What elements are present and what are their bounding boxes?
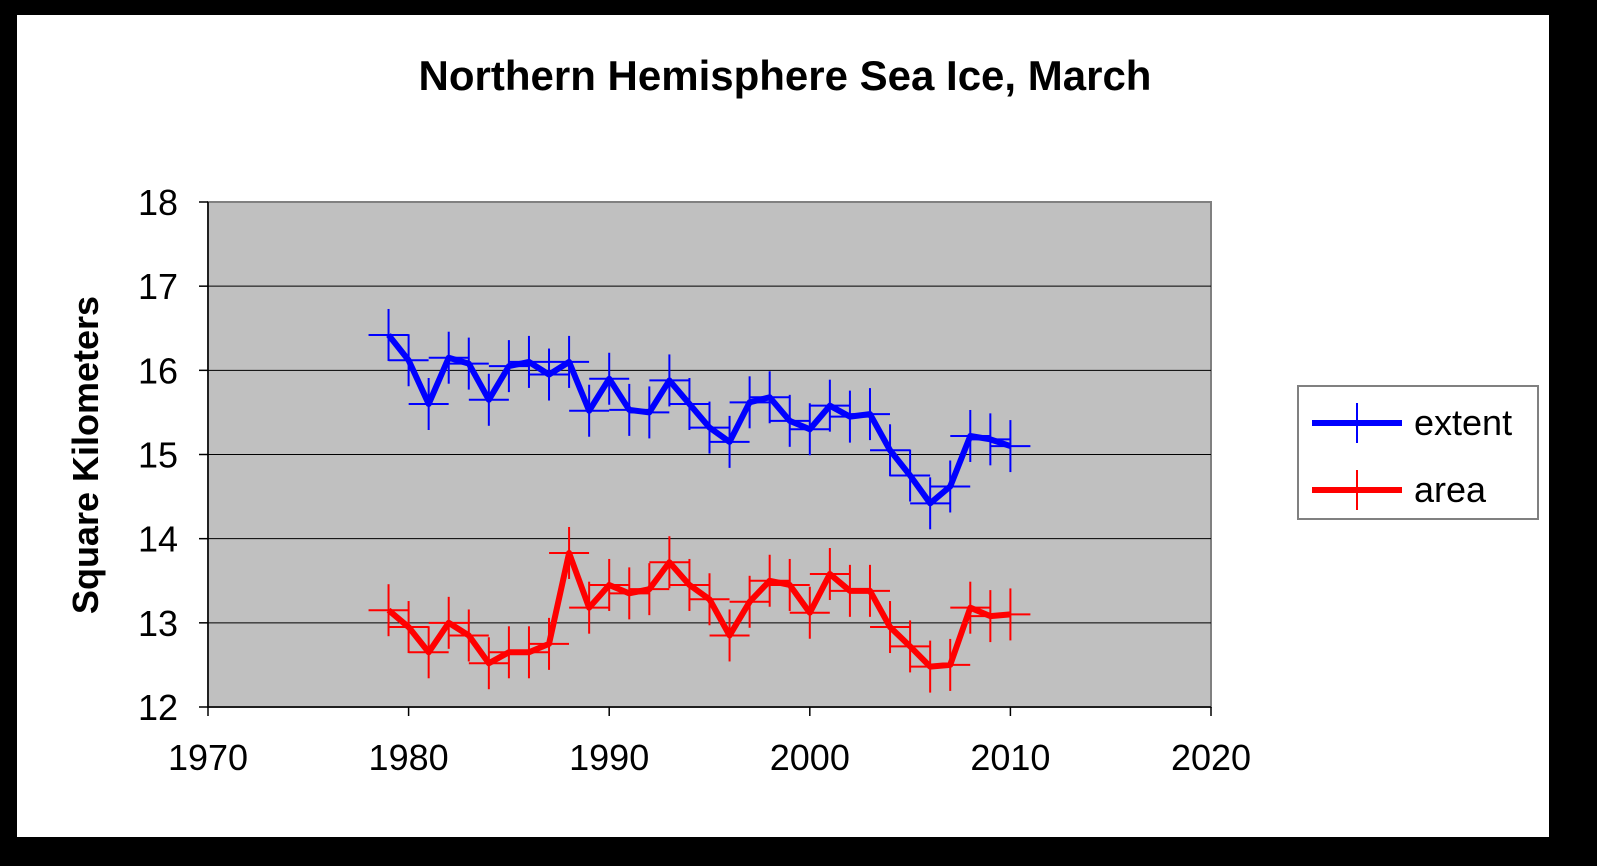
data-point-area bbox=[910, 640, 951, 693]
series-layer bbox=[368, 308, 1031, 693]
data-point-extent bbox=[990, 420, 1031, 473]
data-point-extent bbox=[950, 409, 991, 462]
data-point-area bbox=[408, 626, 449, 679]
y-tick-label: 17 bbox=[138, 266, 178, 307]
data-point-area bbox=[388, 601, 429, 654]
legend-label: area bbox=[1414, 469, 1487, 510]
data-point-extent bbox=[829, 390, 870, 443]
data-point-area bbox=[930, 638, 971, 691]
data-point-extent bbox=[388, 334, 429, 387]
data-point-extent bbox=[448, 337, 489, 390]
data-point-area bbox=[809, 548, 850, 601]
data-point-extent bbox=[689, 401, 730, 454]
y-tick-label: 12 bbox=[138, 687, 178, 728]
data-point-extent bbox=[589, 352, 630, 405]
data-point-area bbox=[849, 564, 890, 617]
data-point-area bbox=[709, 609, 750, 662]
legend-item-extent: extent bbox=[1312, 402, 1512, 443]
legend-box bbox=[1297, 385, 1539, 520]
data-point-extent bbox=[549, 335, 590, 388]
data-point-extent bbox=[529, 348, 570, 401]
y-tick-label: 14 bbox=[138, 519, 178, 560]
data-point-area bbox=[569, 581, 610, 634]
chart-svg: Northern Hemisphere Sea Ice, March 12131… bbox=[65, 52, 1539, 778]
legend: extent area bbox=[1297, 385, 1539, 520]
data-point-extent bbox=[609, 383, 650, 436]
data-point-area bbox=[970, 590, 1011, 643]
data-point-extent bbox=[870, 424, 911, 477]
data-point-extent bbox=[709, 415, 750, 468]
y-tick-label: 18 bbox=[138, 182, 178, 223]
data-point-area bbox=[950, 581, 991, 634]
data-point-extent bbox=[970, 413, 1011, 466]
data-point-area bbox=[689, 573, 730, 626]
data-point-area bbox=[890, 620, 931, 673]
data-point-extent bbox=[729, 376, 770, 429]
data-point-area bbox=[448, 609, 489, 662]
x-tick-label: 1970 bbox=[168, 737, 248, 778]
data-point-extent bbox=[789, 403, 830, 456]
data-point-extent bbox=[508, 335, 549, 388]
data-point-area bbox=[368, 584, 409, 637]
data-point-extent bbox=[749, 371, 790, 424]
y-tick-label: 16 bbox=[138, 350, 178, 391]
data-point-area bbox=[508, 626, 549, 679]
data-point-extent bbox=[849, 388, 890, 441]
data-point-extent bbox=[468, 373, 509, 426]
data-point-area bbox=[789, 586, 830, 639]
data-point-area bbox=[749, 554, 790, 607]
legend-items: extent area bbox=[1312, 402, 1512, 510]
data-point-extent bbox=[669, 378, 710, 430]
y-tick-label: 15 bbox=[138, 435, 178, 476]
series-extent bbox=[368, 308, 1031, 530]
data-point-area bbox=[769, 558, 810, 611]
data-point-area bbox=[629, 563, 670, 616]
series-line-area bbox=[386, 549, 1011, 670]
data-point-extent bbox=[428, 331, 469, 384]
data-point-area bbox=[529, 617, 570, 670]
data-point-area bbox=[729, 575, 770, 628]
data-point-extent bbox=[769, 394, 810, 447]
x-tick-label: 1980 bbox=[369, 737, 449, 778]
axes: 12 13 14 15 16 17 18 1970 1980 1990 2000 2010 2020 bbox=[138, 182, 1251, 778]
x-tick-label: 1990 bbox=[569, 737, 649, 778]
y-axis-label: Square Kilometers bbox=[65, 296, 106, 614]
data-point-extent bbox=[890, 449, 931, 502]
data-point-extent bbox=[910, 477, 951, 530]
data-point-area bbox=[609, 567, 650, 620]
legend-item-area: area bbox=[1312, 469, 1487, 510]
data-point-area bbox=[669, 558, 710, 611]
data-point-extent bbox=[569, 384, 610, 437]
gridlines bbox=[208, 285, 1211, 624]
legend-label: extent bbox=[1414, 402, 1512, 443]
data-point-area bbox=[428, 596, 469, 649]
chart-title: Northern Hemisphere Sea Ice, March bbox=[419, 52, 1152, 99]
y-tick-label: 13 bbox=[138, 603, 178, 644]
data-point-extent bbox=[368, 308, 409, 361]
data-point-area bbox=[589, 558, 630, 611]
x-tick-label: 2000 bbox=[770, 737, 850, 778]
data-point-extent bbox=[809, 379, 850, 432]
data-point-area bbox=[870, 601, 911, 654]
data-point-extent bbox=[649, 354, 690, 407]
data-point-extent bbox=[408, 378, 449, 430]
data-point-area bbox=[549, 526, 590, 579]
series-line-extent bbox=[386, 333, 1012, 507]
chart-frame: Northern Hemisphere Sea Ice, March 12 13 1… bbox=[17, 15, 1549, 837]
data-point-extent bbox=[629, 386, 670, 439]
data-point-area bbox=[468, 637, 509, 690]
data-point-extent bbox=[930, 460, 971, 513]
data-point-extent bbox=[488, 340, 529, 393]
x-tick-label: 2010 bbox=[970, 737, 1050, 778]
x-tick-label: 2020 bbox=[1171, 737, 1251, 778]
series-area bbox=[368, 526, 1031, 693]
data-point-area bbox=[990, 588, 1031, 641]
data-point-area bbox=[649, 536, 690, 589]
